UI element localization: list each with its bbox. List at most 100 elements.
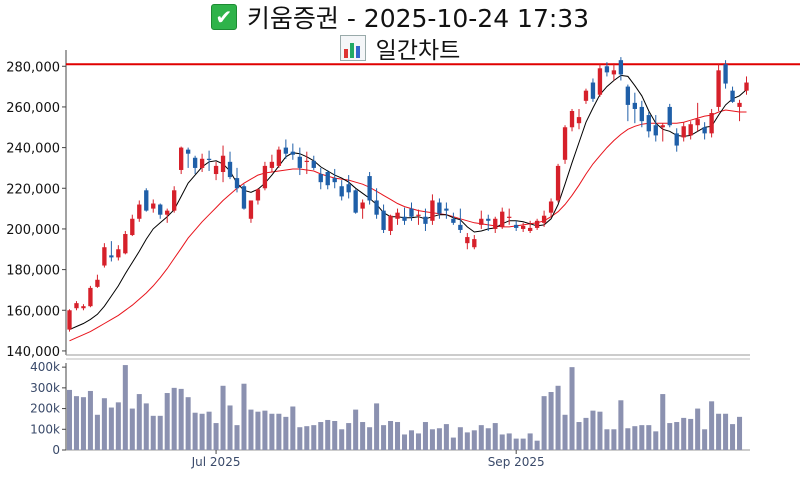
candle-body <box>444 208 449 211</box>
candle-body <box>541 215 547 223</box>
volume-bar <box>143 403 149 450</box>
candle-body <box>360 202 365 209</box>
candle-body <box>437 202 442 214</box>
volume-tick-label: 400k <box>30 360 60 374</box>
volume-bar <box>101 398 107 450</box>
volume-bar <box>667 423 673 450</box>
volume-bar <box>185 397 191 450</box>
volume-bar <box>227 405 233 450</box>
volume-bar <box>415 433 421 450</box>
candle-body <box>590 82 596 99</box>
volume-bar <box>80 397 86 450</box>
volume-bar <box>457 427 463 450</box>
candle-body <box>95 279 100 287</box>
volume-bar <box>576 422 582 450</box>
price-panel: 140,000 160,000 180,000 200,000 220,000 240,0… <box>6 50 800 360</box>
volume-bar <box>178 388 184 450</box>
ma-long-line <box>69 109 747 342</box>
candle-body <box>555 165 561 201</box>
candle-body <box>165 210 170 215</box>
candle-body <box>500 211 505 227</box>
volume-bar <box>262 410 268 450</box>
candle-body <box>144 190 149 211</box>
volume-bar <box>408 430 415 450</box>
volume-bar <box>618 400 624 450</box>
candle-body <box>527 227 533 231</box>
volume-bar <box>283 416 289 450</box>
candle-body <box>458 224 463 230</box>
volume-bar <box>108 407 114 450</box>
candle-body <box>109 255 114 258</box>
volume-bar <box>625 428 631 450</box>
volume-bar <box>422 422 428 450</box>
volume-bar <box>485 428 491 450</box>
volume-bar <box>562 414 568 450</box>
candle-body <box>227 161 233 178</box>
volume-bar <box>374 403 380 450</box>
volume-bar <box>660 394 666 450</box>
candle-body <box>409 208 414 217</box>
candle-body <box>234 178 240 189</box>
volume-bar <box>597 411 603 450</box>
volume-bar <box>115 402 121 450</box>
candle-body <box>723 64 728 84</box>
candle-body <box>346 184 351 193</box>
volume-bar <box>353 409 359 450</box>
candle-body <box>172 190 177 211</box>
check-mark-icon: ✔ <box>210 4 237 30</box>
candle-body <box>388 215 393 231</box>
candle-body <box>534 220 540 228</box>
candle-body <box>311 160 316 168</box>
volume-bar <box>304 426 310 450</box>
candle-body <box>241 186 247 209</box>
volume-bar <box>604 429 610 450</box>
price-tick-label: 180,000 <box>6 264 60 279</box>
volume-bar <box>478 425 484 450</box>
volume-bar <box>492 423 498 450</box>
candle-body <box>507 216 512 218</box>
candle-body <box>576 117 582 124</box>
x-tick-label: Jul 2025 <box>191 455 241 469</box>
volume-bar <box>513 438 519 450</box>
candle-body <box>737 102 742 107</box>
candle-body <box>67 310 72 330</box>
chart-title-text: 키움증권 - 2025-10-24 17:33 <box>246 4 590 33</box>
candle-body <box>185 149 191 154</box>
price-tick-label: 260,000 <box>6 101 60 116</box>
candle-body <box>220 155 226 172</box>
volume-bar <box>332 421 338 450</box>
price-tick-label: 160,000 <box>6 304 60 319</box>
volume-bar <box>150 415 156 450</box>
volume-bar <box>527 433 533 450</box>
chart-subtitle: 일간차트 <box>0 33 800 64</box>
volume-bar <box>339 429 345 450</box>
candle-body <box>158 204 163 215</box>
candle-body <box>151 203 156 209</box>
volume-bar <box>653 431 659 450</box>
volume-bar <box>136 394 142 450</box>
candle-body <box>611 70 617 75</box>
candle-body <box>451 218 456 223</box>
volume-bar <box>157 415 163 450</box>
price-tick-label: 240,000 <box>6 142 60 157</box>
candle-body <box>276 149 282 166</box>
volume-bar <box>548 392 554 450</box>
volume-bar <box>471 430 477 450</box>
candle-body <box>255 189 261 201</box>
volume-bar <box>192 412 198 450</box>
candle-body <box>430 200 435 221</box>
volume-bar <box>520 438 526 450</box>
candle-body <box>402 216 407 221</box>
candle-body <box>639 106 644 122</box>
volume-bar <box>541 396 547 450</box>
candle-body <box>569 111 575 128</box>
candle-body <box>730 90 735 102</box>
volume-bar <box>429 429 435 450</box>
candle-body <box>353 190 358 213</box>
volume-bar <box>276 413 282 450</box>
bar-chart-icon <box>339 35 366 61</box>
volume-tick-label: 100k <box>30 422 60 436</box>
candle-body <box>116 249 121 258</box>
volume-bar <box>325 419 331 450</box>
